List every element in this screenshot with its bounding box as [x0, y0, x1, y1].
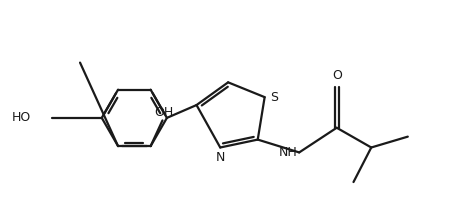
Text: N: N	[216, 151, 225, 164]
Text: S: S	[271, 91, 278, 104]
Text: HO: HO	[11, 111, 31, 124]
Text: NH: NH	[278, 146, 297, 159]
Text: OH: OH	[154, 106, 173, 119]
Text: O: O	[332, 69, 342, 82]
